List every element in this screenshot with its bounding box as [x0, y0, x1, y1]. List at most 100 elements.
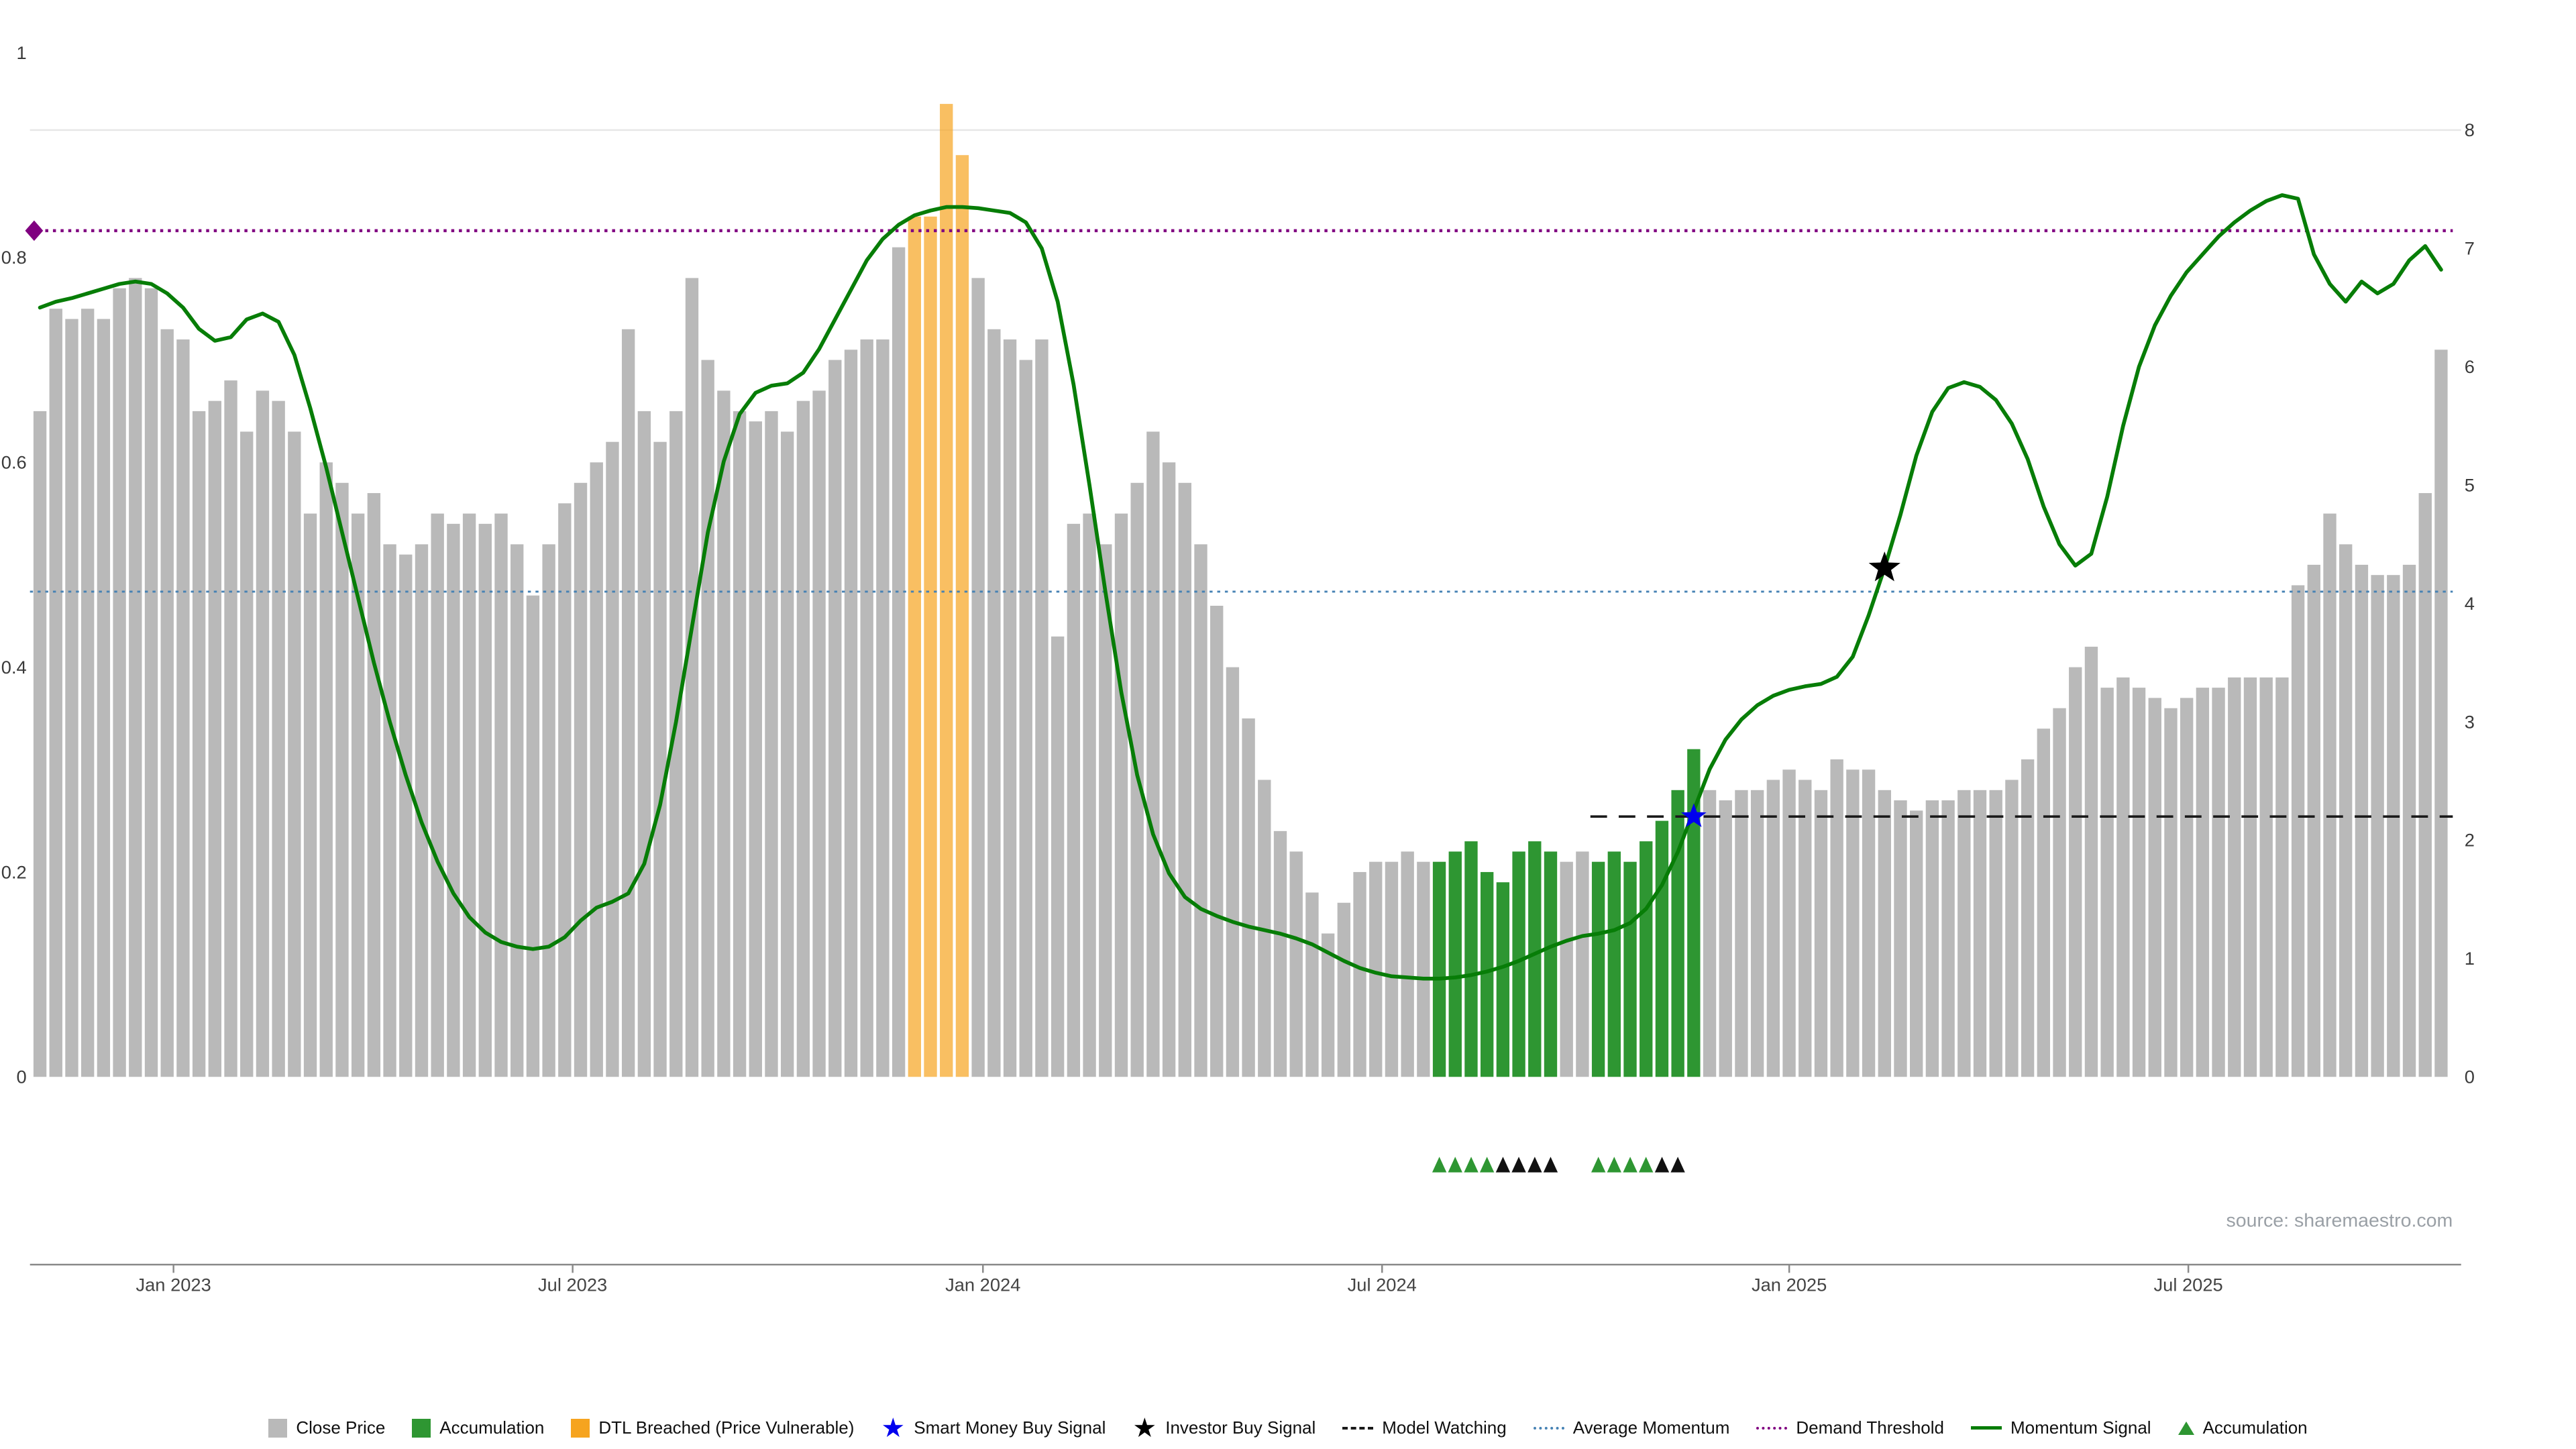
close-price-bar — [860, 339, 873, 1077]
purple-dotted-line-swatch — [1756, 1426, 1788, 1430]
legend-item-accumulation-markers: Accumulation — [2178, 1417, 2308, 1438]
close-price-bar — [1353, 871, 1366, 1077]
close-price-bar — [2228, 677, 2241, 1077]
close-price-bar — [2053, 708, 2066, 1077]
close-price-bar — [2259, 677, 2273, 1077]
close-price-bar — [65, 319, 78, 1077]
chart-legend: Close Price Accumulation DTL Breached (Pri… — [0, 1413, 2576, 1443]
close-price-bar — [81, 309, 95, 1077]
close-price-bar — [1273, 830, 1287, 1077]
close-price-bar — [717, 390, 731, 1077]
close-price-bar — [669, 411, 683, 1077]
dtl-breached-bar — [955, 155, 969, 1077]
close-price-bar — [621, 329, 635, 1077]
close-price-bar — [160, 329, 174, 1077]
right-axis-tick-label: 6 — [2465, 356, 2475, 377]
close-price-bar — [876, 339, 890, 1077]
close-price-bar — [1862, 769, 1876, 1077]
close-price-bar — [1035, 339, 1049, 1077]
close-price-bar — [2307, 564, 2320, 1077]
legend-label: Momentum Signal — [2010, 1417, 2151, 1438]
black-dashed-line-swatch — [1342, 1426, 1374, 1430]
close-price-bar — [176, 339, 190, 1077]
investor-buy-star-icon — [1868, 551, 1900, 582]
close-price-bar — [526, 595, 540, 1077]
close-price-bar — [1003, 339, 1017, 1077]
accumulation-bar — [1671, 790, 1684, 1077]
close-price-bar — [1337, 902, 1351, 1077]
close-price-bar — [1560, 861, 1573, 1077]
close-price-bar — [335, 482, 349, 1077]
close-price-bar — [542, 544, 555, 1077]
green-triangle-icon — [2178, 1421, 2194, 1435]
accumulation-bar — [1480, 871, 1494, 1077]
close-price-bar — [144, 288, 158, 1077]
close-price-bar — [2116, 677, 2130, 1077]
close-price-bar — [1719, 800, 1732, 1077]
legend-label: DTL Breached (Price Vulnerable) — [598, 1417, 855, 1438]
accumulation-marker-triangle — [1448, 1157, 1462, 1173]
close-price-bar — [1194, 544, 1208, 1077]
close-price-bar — [765, 411, 778, 1077]
close-price-bar — [272, 400, 285, 1077]
close-price-bar — [971, 278, 985, 1077]
close-price-bar — [1957, 790, 1971, 1077]
close-price-bar — [288, 431, 301, 1077]
legend-item-average-momentum: Average Momentum — [1533, 1417, 1729, 1438]
close-price-bar — [113, 288, 126, 1077]
close-price-bar — [1814, 790, 1828, 1077]
bars-layer — [33, 103, 2448, 1077]
blue-star-icon: ★ — [881, 1413, 906, 1443]
close-price-bar — [1242, 718, 1255, 1077]
close-price-bar — [511, 544, 524, 1077]
close-price-bar — [383, 544, 396, 1077]
accumulation-bar — [1432, 861, 1446, 1077]
close-price-bar — [1369, 861, 1383, 1077]
close-price-bar — [1782, 769, 1796, 1077]
dark-marker-triangle — [1495, 1157, 1511, 1173]
accumulation-marker-triangle — [1464, 1157, 1479, 1173]
close-price-bar — [1910, 810, 1923, 1077]
close-price-bar — [1846, 769, 1860, 1077]
close-price-bar — [685, 278, 699, 1077]
dark-marker-triangle — [1543, 1157, 1558, 1173]
close-price-bar — [2164, 708, 2178, 1077]
close-price-bar — [447, 523, 460, 1077]
close-price-bar — [780, 431, 794, 1077]
dark-marker-triangle — [1670, 1157, 1685, 1173]
left-axis-tick-label: 0.6 — [1, 452, 27, 473]
accumulation-bar — [1640, 841, 1653, 1077]
close-price-bar — [1051, 636, 1065, 1077]
right-axis-tick-label: 5 — [2465, 475, 2475, 496]
close-price-bar — [1099, 544, 1112, 1077]
close-price-bar — [1083, 513, 1096, 1077]
accumulation-bar — [1448, 851, 1462, 1077]
close-price-bar — [303, 513, 317, 1077]
accumulation-marker-triangle — [1607, 1157, 1621, 1173]
close-price-bar — [1385, 861, 1399, 1077]
legend-item-accumulation-bars: Accumulation — [412, 1417, 544, 1438]
close-price-bar — [558, 503, 572, 1077]
legend-label: Investor Buy Signal — [1165, 1417, 1316, 1438]
legend-item-model-watching: Model Watching — [1342, 1417, 1507, 1438]
close-price-bar — [892, 247, 906, 1077]
black-star-icon: ★ — [1132, 1413, 1157, 1443]
x-axis-tick-label: Jan 2024 — [945, 1275, 1020, 1295]
right-axis-tick-label: 0 — [2465, 1067, 2475, 1087]
close-price-bar — [796, 400, 810, 1077]
close-price-bar — [2180, 698, 2194, 1077]
close-price-bar — [590, 462, 603, 1077]
close-price-bar — [844, 350, 858, 1077]
close-price-bar — [240, 431, 254, 1077]
x-axis-tick-label: Jan 2023 — [136, 1275, 211, 1295]
close-price-bar — [478, 523, 492, 1077]
close-price-bar — [1067, 523, 1081, 1077]
close-price-bar — [2069, 667, 2082, 1077]
close-price-bar — [1576, 851, 1589, 1077]
left-axis-tick-label: 1 — [17, 42, 27, 63]
close-price-bar — [606, 441, 619, 1077]
close-price-bar — [2005, 780, 2019, 1077]
close-price-bar — [462, 513, 476, 1077]
legend-item-close-price: Close Price — [268, 1417, 385, 1438]
close-price-bar — [1766, 780, 1780, 1077]
